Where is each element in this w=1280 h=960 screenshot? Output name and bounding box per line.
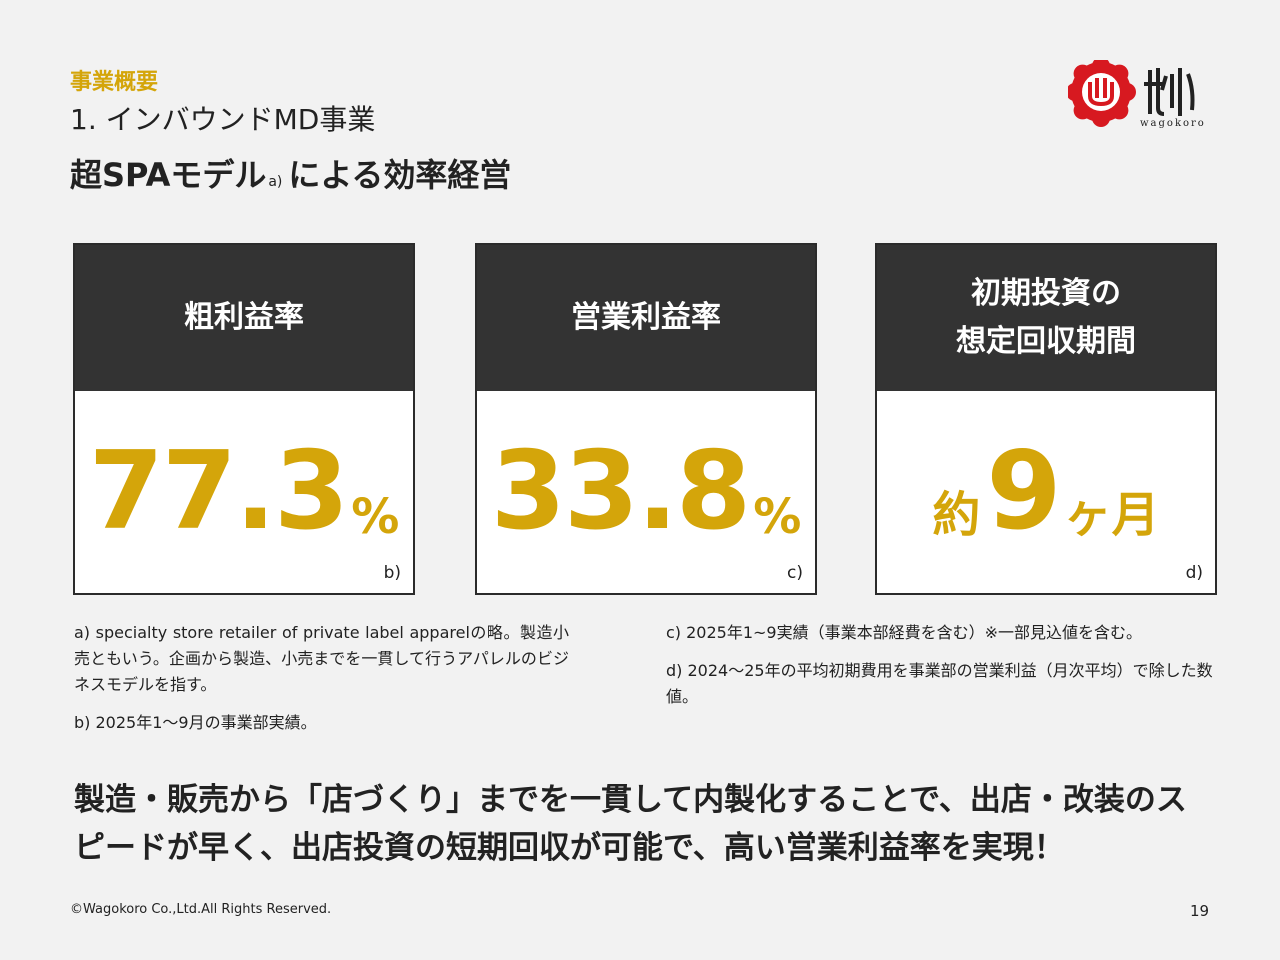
card-value: 33.8 [490,429,751,554]
card-title: 初期投資の 想定回収期間 [877,245,1215,391]
card-title-line: 営業利益率 [571,300,721,335]
footnote-d: d) 2024～25年の平均初期費用を事業部の営業利益（月次平均）で除した数値。 [666,661,1213,706]
operating-margin-card: 営業利益率 33.8% c) [475,243,817,595]
card-value-area: 77.3% b) [75,391,413,593]
card-title-line: 想定回収期間 [956,324,1136,359]
card-unit: ヶ月 [1063,487,1160,543]
card-title: 営業利益率 [477,245,815,391]
card-unit: % [753,489,802,545]
footnote-a: a) specialty store retailer of private l… [74,623,569,694]
page-number: 19 [1190,902,1210,920]
payback-period-card: 初期投資の 想定回収期間 約 9 ヶ月 d) [875,243,1217,595]
card-footnote-ref: c) [787,563,803,583]
page-headline: 超SPAモデル a) による効率経営 [70,150,511,196]
card-footnote-ref: b) [383,563,401,583]
card-prefix: 約 [932,487,981,543]
card-title-line: 粗利益率 [184,300,304,335]
footnote-c: c) 2025年1~9実績（事業本部経費を含む）※一部見込値を含む。 [666,623,1143,642]
wordmark-mark-icon [1144,68,1195,116]
card-title-line: 初期投資の [971,276,1121,311]
footnotes-right: c) 2025年1~9実績（事業本部経費を含む）※一部見込値を含む。 d) 20… [666,620,1221,722]
headline-rest: による効率経営 [288,156,512,194]
copyright: ©Wagokoro Co.,Ltd.All Rights Reserved. [70,902,332,917]
section-label: 事業概要 [70,70,159,95]
logo-wordmark: wagokoro [1140,118,1206,129]
headline-footnote-ref: a) [268,174,283,190]
wagokoro-logo [1068,60,1195,127]
card-value: 9 [986,429,1061,554]
footnotes-left: a) specialty store retailer of private l… [74,620,569,748]
conclusion-text: 製造・販売から「店づくり」までを一貫して内製化することで、出店・改装のスピードが… [74,782,1187,866]
footnote-b: b) 2025年1～9月の事業部実績。 [74,713,317,732]
gross-margin-card: 粗利益率 77.3% b) [73,243,415,595]
card-footnote-ref: d) [1185,563,1203,583]
card-unit: % [351,489,400,545]
card-value-area: 約 9 ヶ月 d) [877,391,1215,593]
card-title: 粗利益率 [75,245,413,391]
section-title: 1. インバウンドMD事業 [70,103,376,136]
card-value: 77.3 [88,429,349,554]
card-value-area: 33.8% c) [477,391,815,593]
headline-main: 超SPAモデル [70,156,267,194]
flower-crest-icon [1068,60,1136,127]
